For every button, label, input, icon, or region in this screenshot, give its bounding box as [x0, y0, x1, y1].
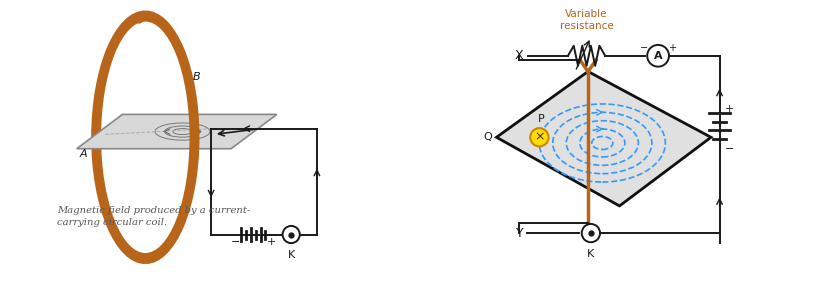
- Text: K: K: [287, 250, 295, 260]
- Text: K: K: [586, 249, 594, 259]
- Text: −: −: [230, 237, 240, 247]
- Text: ×: ×: [533, 131, 544, 144]
- Text: A: A: [653, 51, 662, 61]
- Polygon shape: [495, 72, 710, 206]
- Text: B: B: [192, 72, 200, 82]
- Text: Magnetic field produced by a current-
carrying circular coil.: Magnetic field produced by a current- ca…: [57, 206, 250, 227]
- Circle shape: [646, 45, 668, 67]
- Text: −: −: [724, 144, 733, 154]
- Text: Variable
resistance: Variable resistance: [559, 9, 613, 31]
- Text: +: +: [724, 104, 733, 114]
- Text: P: P: [536, 114, 544, 124]
- Text: +: +: [667, 43, 676, 53]
- Text: A: A: [79, 149, 87, 159]
- Text: Y: Y: [515, 227, 523, 240]
- Circle shape: [530, 128, 548, 146]
- Circle shape: [581, 224, 600, 242]
- Text: −: −: [639, 43, 647, 53]
- Polygon shape: [77, 114, 277, 149]
- Text: X: X: [514, 49, 523, 62]
- Text: Q: Q: [483, 132, 491, 142]
- Circle shape: [283, 226, 300, 243]
- Text: +: +: [266, 237, 275, 247]
